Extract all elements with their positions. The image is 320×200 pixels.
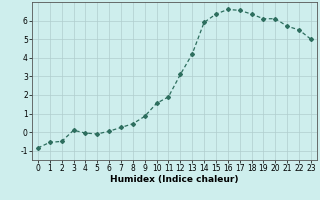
X-axis label: Humidex (Indice chaleur): Humidex (Indice chaleur) [110, 175, 239, 184]
